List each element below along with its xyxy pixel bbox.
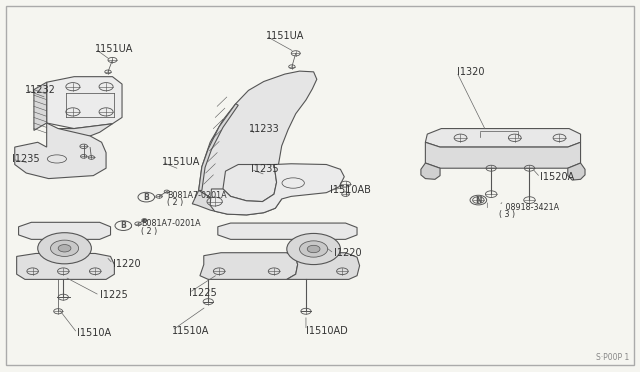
Polygon shape <box>47 77 122 129</box>
Text: B: B <box>120 221 126 230</box>
Circle shape <box>307 245 320 253</box>
Polygon shape <box>223 164 276 202</box>
Circle shape <box>51 240 79 256</box>
Text: 1151UA: 1151UA <box>95 44 134 54</box>
Polygon shape <box>34 82 47 131</box>
Text: N: N <box>475 196 482 205</box>
Text: S·P00P 1: S·P00P 1 <box>596 353 630 362</box>
Text: B081A7-0201A: B081A7-0201A <box>141 219 201 228</box>
Polygon shape <box>426 142 580 168</box>
Polygon shape <box>426 129 580 147</box>
Text: ( 2 ): ( 2 ) <box>168 198 184 207</box>
Text: 11233: 11233 <box>248 124 279 134</box>
Text: ( 3 ): ( 3 ) <box>499 210 515 219</box>
Polygon shape <box>200 253 298 279</box>
Text: I1235: I1235 <box>251 164 278 174</box>
Text: I1225: I1225 <box>189 288 217 298</box>
Text: I1235: I1235 <box>12 154 40 164</box>
Text: I1225: I1225 <box>100 290 127 300</box>
Polygon shape <box>58 124 113 136</box>
Text: B081A7-0201A: B081A7-0201A <box>168 191 227 200</box>
Polygon shape <box>192 190 282 215</box>
Text: ´ 08918-3421A: ´ 08918-3421A <box>499 203 559 212</box>
Text: I1510AB: I1510AB <box>330 186 371 195</box>
Text: I1220: I1220 <box>334 248 362 259</box>
Text: 11232: 11232 <box>25 85 56 94</box>
Polygon shape <box>421 163 440 179</box>
Polygon shape <box>15 123 106 179</box>
Polygon shape <box>568 163 585 180</box>
Polygon shape <box>218 223 357 239</box>
Text: 11510A: 11510A <box>172 326 209 336</box>
Circle shape <box>38 233 92 264</box>
Polygon shape <box>17 253 115 279</box>
Text: I1320: I1320 <box>457 67 484 77</box>
Circle shape <box>300 241 328 257</box>
Polygon shape <box>198 71 317 205</box>
Text: I1220: I1220 <box>113 259 141 269</box>
Polygon shape <box>198 104 238 190</box>
Text: I1510A: I1510A <box>77 328 111 338</box>
Polygon shape <box>19 222 111 239</box>
Polygon shape <box>287 253 360 279</box>
Text: ( 2 ): ( 2 ) <box>141 227 157 236</box>
Polygon shape <box>210 164 344 215</box>
Text: B: B <box>143 193 149 202</box>
Text: I1520A: I1520A <box>540 173 575 183</box>
Text: 1151UA: 1151UA <box>162 157 200 167</box>
Text: 1151UA: 1151UA <box>266 31 304 41</box>
Text: I1510AD: I1510AD <box>306 326 348 336</box>
Circle shape <box>287 234 340 264</box>
Circle shape <box>58 244 71 252</box>
